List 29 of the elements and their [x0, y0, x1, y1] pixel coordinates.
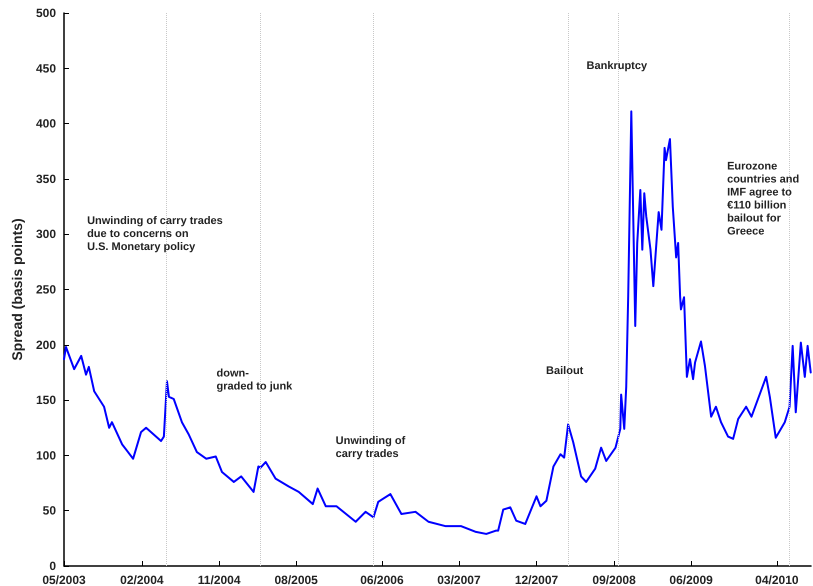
- y-tick-label: 400: [36, 116, 56, 131]
- annotation: down- graded to junk: [216, 367, 294, 392]
- x-tick-label: 02/2004: [120, 573, 164, 586]
- annotation: Eurozone countries and IMF agree to €110 billion bailout for Greece: [727, 160, 800, 238]
- annotation: Unwinding of carry trades due to concerns on U.S. Monetary policy: [87, 214, 223, 253]
- y-tick-label: 450: [36, 61, 56, 76]
- y-tick-label: 250: [36, 282, 56, 296]
- x-tick-label: 06/2006: [360, 573, 404, 586]
- annotation: Bankruptcy: [586, 60, 648, 72]
- x-tick-label: 11/2004: [198, 573, 241, 586]
- line-series: [63, 110, 812, 535]
- annotation: Bailout: [546, 365, 584, 378]
- x-tick-label: 06/2009: [669, 573, 714, 586]
- y-tick-label: 350: [36, 172, 56, 186]
- x-tick-label: 12/2007: [514, 573, 559, 586]
- y-axis-title: Spread (basis points): [9, 218, 25, 361]
- y-tick-label: 150: [36, 393, 56, 408]
- y-tick-label: 100: [36, 448, 56, 462]
- x-tick-label: 09/2008: [592, 573, 636, 586]
- y-tick-label: 500: [36, 6, 56, 20]
- annotation: Unwinding of carry trades: [336, 434, 406, 460]
- y-tick-label: 50: [42, 504, 56, 518]
- x-tick-label: 08/2005: [274, 573, 318, 586]
- x-tick-label: 03/2007: [437, 573, 481, 586]
- y-tick-label: 300: [36, 227, 56, 242]
- y-tick-label: 200: [36, 338, 56, 352]
- y-tick-label: 0: [49, 559, 56, 573]
- x-tick-label: 05/2003: [42, 573, 86, 586]
- x-tick-label: 04/2010: [755, 573, 799, 586]
